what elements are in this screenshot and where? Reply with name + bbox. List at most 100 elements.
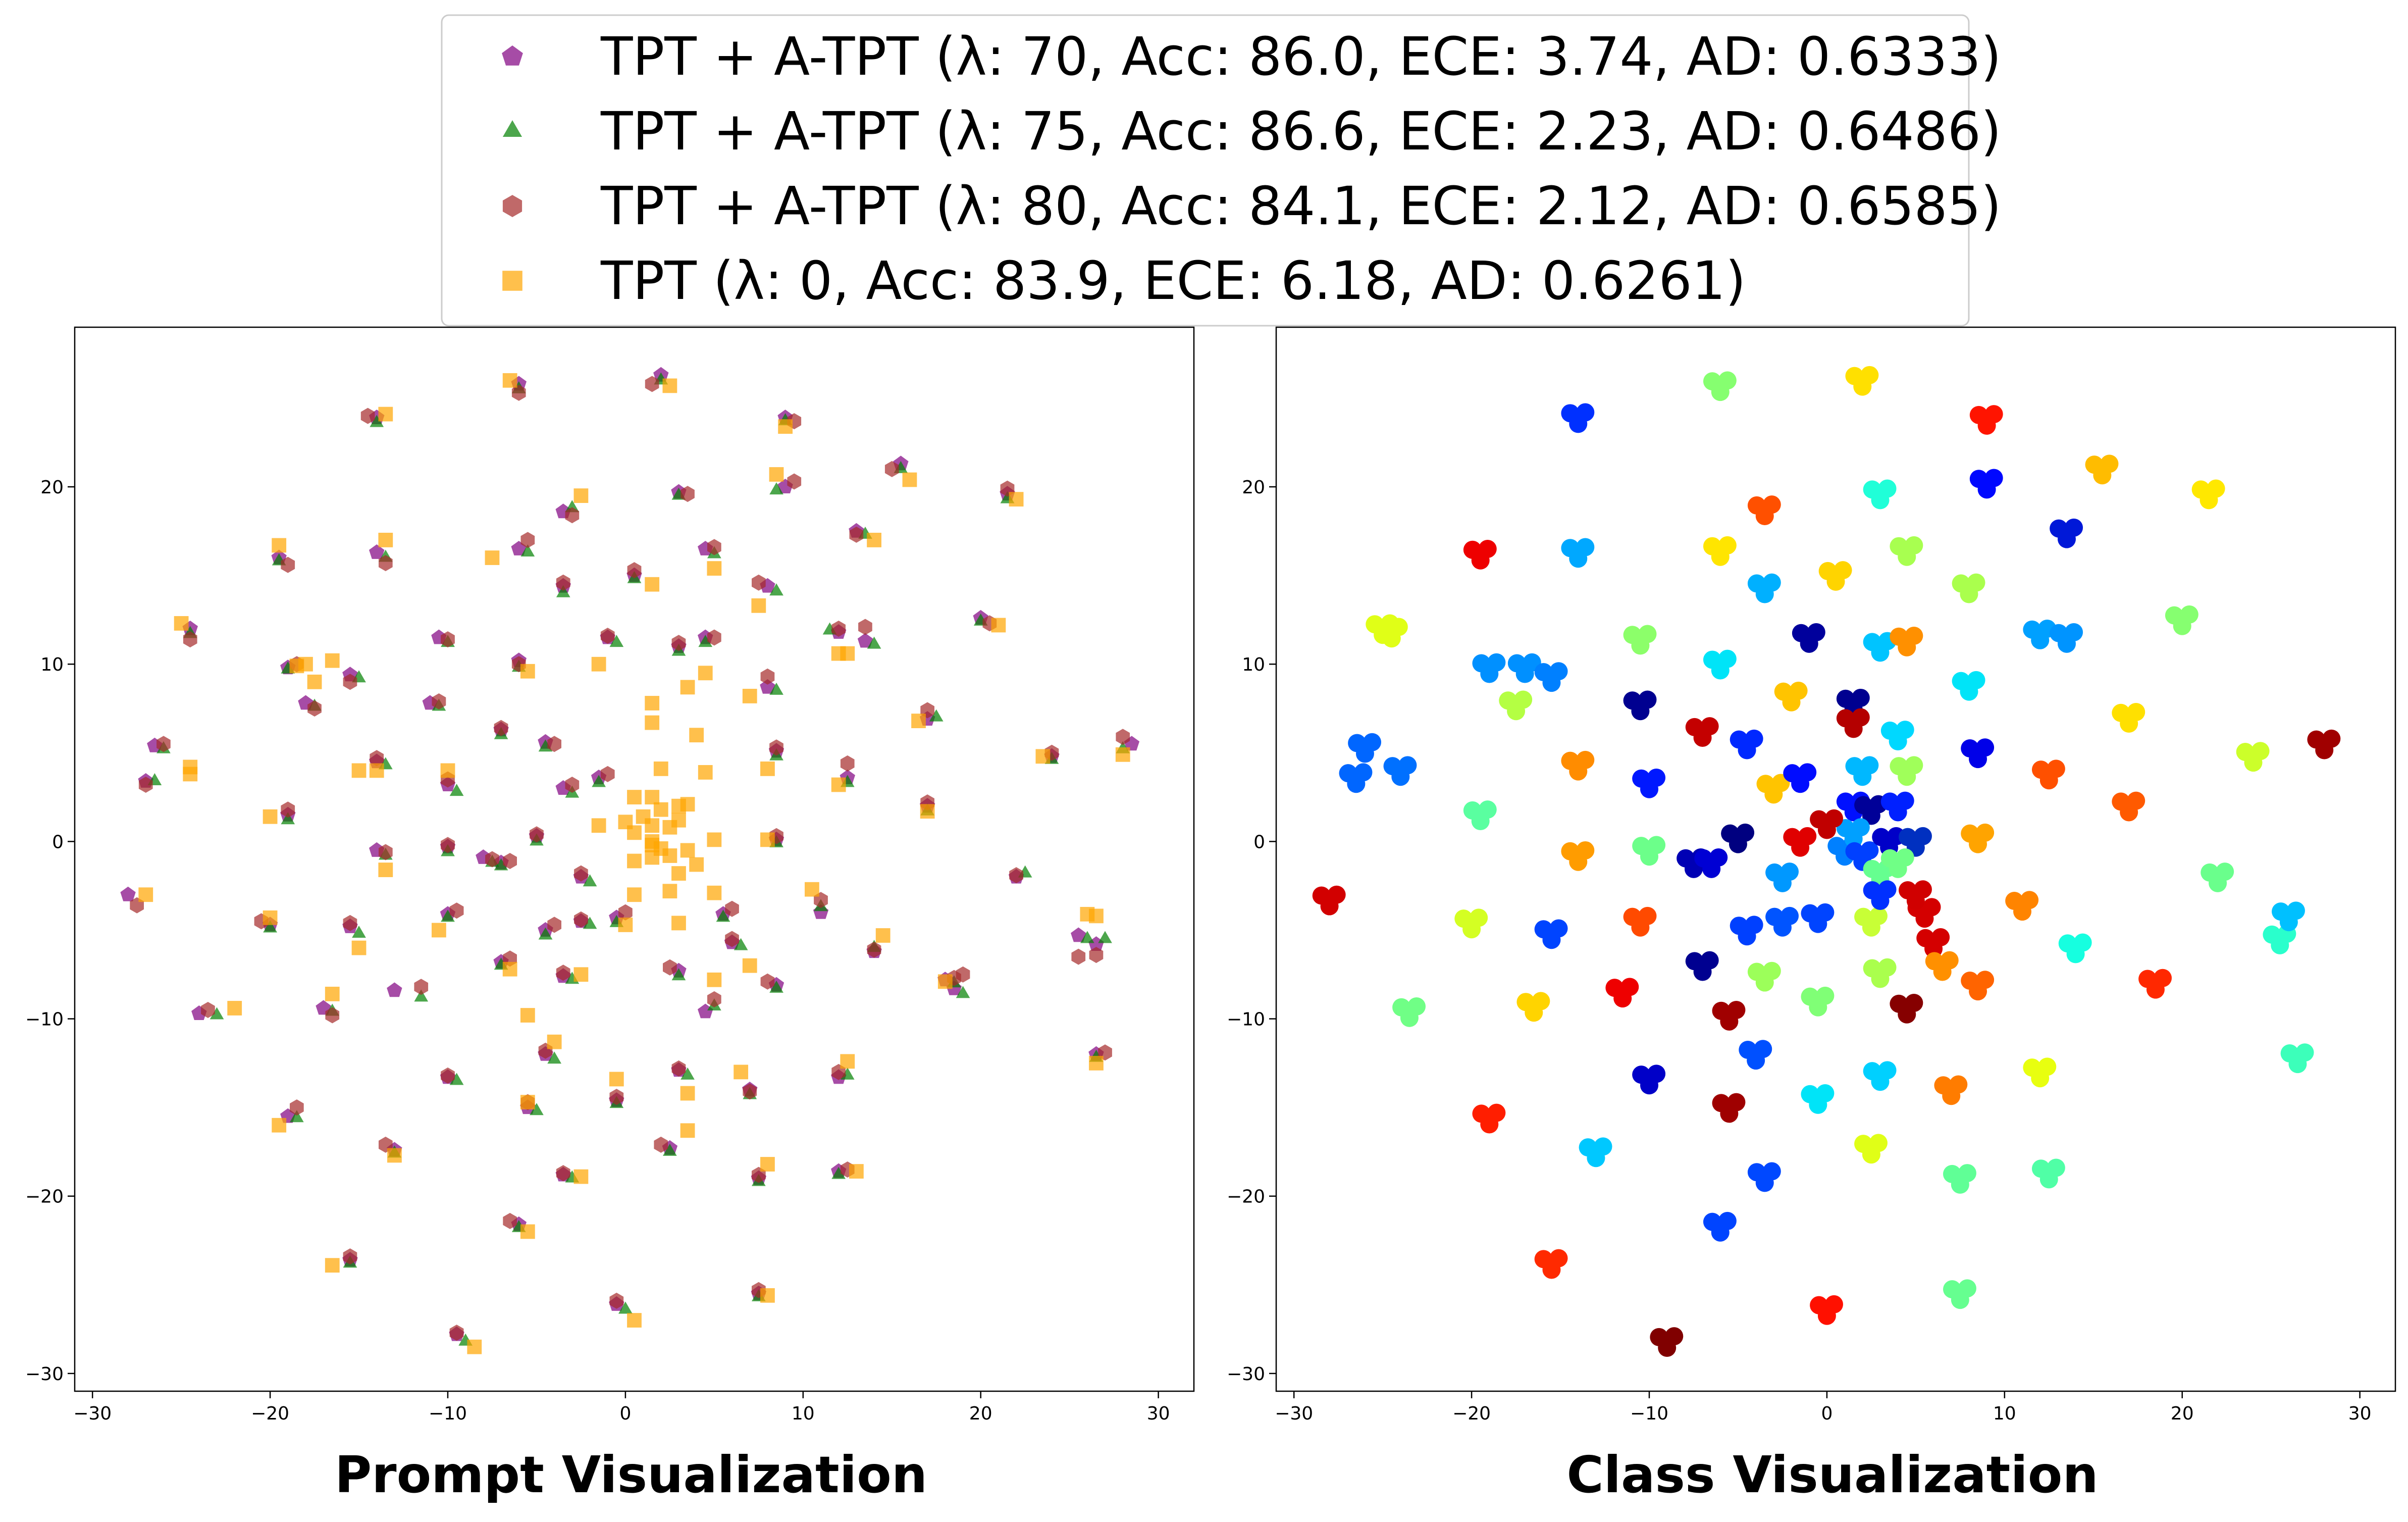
data-point bbox=[387, 982, 402, 997]
y-tick-label: −10 bbox=[1227, 1009, 1265, 1030]
class-cluster bbox=[2031, 759, 2065, 790]
data-point bbox=[325, 1007, 340, 1024]
data-point bbox=[1898, 1005, 1916, 1024]
data-point bbox=[325, 1258, 340, 1273]
y-tick-label: 20 bbox=[40, 477, 64, 498]
data-point bbox=[1969, 835, 1987, 853]
data-point bbox=[432, 923, 446, 938]
data-point bbox=[1853, 768, 1872, 786]
class-cluster bbox=[1730, 729, 1763, 759]
class-cluster bbox=[1783, 827, 1817, 857]
data-point bbox=[707, 832, 722, 847]
data-point bbox=[449, 784, 464, 796]
class-cluster bbox=[1721, 823, 1755, 853]
data-point bbox=[183, 767, 198, 782]
y-tick-label: 10 bbox=[1242, 654, 1265, 675]
data-point bbox=[707, 629, 721, 646]
data-point bbox=[937, 974, 953, 989]
data-point bbox=[867, 533, 881, 547]
data-point bbox=[592, 775, 606, 787]
legend-marker-square bbox=[502, 271, 522, 291]
data-point bbox=[760, 668, 775, 685]
data-point bbox=[1915, 909, 1934, 928]
x-tick-label: −30 bbox=[73, 1403, 112, 1424]
class-cluster bbox=[1801, 903, 1835, 933]
data-point bbox=[343, 1248, 357, 1265]
class-visualization-plot: −30 −20 −10 0 10 20 30 −30 −20 −10 0 10 20 bbox=[1227, 326, 2396, 1424]
data-point bbox=[840, 646, 855, 661]
data-point bbox=[547, 1034, 562, 1049]
y-tick-label: −30 bbox=[25, 1364, 64, 1385]
data-point bbox=[1347, 775, 1366, 793]
class-cluster bbox=[1463, 800, 1497, 830]
class-cluster bbox=[2112, 703, 2145, 733]
data-point bbox=[138, 887, 153, 902]
data-point bbox=[325, 653, 340, 668]
data-point bbox=[2120, 803, 2138, 822]
data-point bbox=[1640, 780, 1658, 798]
class-cluster bbox=[1623, 690, 1657, 721]
prompt-series-2 bbox=[130, 376, 1130, 1341]
class-cluster bbox=[1685, 717, 1719, 747]
data-point bbox=[520, 532, 535, 548]
data-point bbox=[698, 765, 713, 780]
data-point bbox=[2271, 936, 2289, 954]
data-point bbox=[1755, 1174, 1774, 1192]
data-point bbox=[441, 1067, 455, 1084]
data-point bbox=[663, 959, 677, 976]
data-point bbox=[1977, 416, 1996, 435]
data-point bbox=[858, 619, 872, 635]
class-points bbox=[1312, 366, 2341, 1357]
class-cluster bbox=[2023, 1057, 2057, 1088]
x-tick-label: −20 bbox=[1452, 1403, 1491, 1424]
data-point bbox=[1862, 806, 1880, 825]
data-point bbox=[2315, 741, 2334, 759]
data-point bbox=[556, 574, 570, 591]
data-point bbox=[645, 818, 660, 833]
data-point bbox=[503, 1212, 517, 1229]
data-point bbox=[1569, 415, 1588, 433]
data-point bbox=[831, 777, 846, 792]
data-point bbox=[1809, 998, 1827, 1017]
data-point bbox=[1977, 480, 1996, 499]
data-point bbox=[1320, 897, 1339, 916]
data-point bbox=[751, 598, 766, 613]
data-point bbox=[2039, 771, 2058, 790]
data-point bbox=[441, 909, 455, 922]
class-cluster bbox=[1472, 653, 1506, 683]
data-point bbox=[556, 1165, 570, 1182]
data-point bbox=[1862, 918, 1880, 937]
data-point bbox=[1969, 982, 1987, 1001]
data-point bbox=[857, 633, 873, 648]
data-point bbox=[1089, 908, 1104, 924]
data-point bbox=[272, 1118, 287, 1133]
data-point bbox=[609, 1072, 624, 1087]
data-point bbox=[1817, 821, 1836, 839]
data-point bbox=[1729, 835, 1747, 853]
data-point bbox=[627, 853, 642, 869]
data-point bbox=[618, 904, 633, 921]
class-cluster bbox=[1925, 951, 1959, 981]
prompt-visualization-title: Prompt Visualization bbox=[335, 1445, 927, 1504]
data-point bbox=[1889, 803, 1907, 822]
data-point bbox=[227, 1001, 242, 1016]
class-cluster bbox=[1623, 906, 1657, 937]
data-point bbox=[360, 408, 375, 424]
data-point bbox=[689, 857, 704, 872]
class-cluster bbox=[2058, 933, 2092, 963]
class-cluster bbox=[1516, 992, 1550, 1022]
data-point bbox=[2279, 913, 2298, 932]
data-point bbox=[290, 1099, 304, 1116]
data-point bbox=[1862, 1145, 1880, 1164]
class-cluster bbox=[1961, 823, 1995, 853]
data-point bbox=[743, 1083, 757, 1100]
class-cluster bbox=[1703, 536, 1737, 566]
data-point bbox=[1853, 377, 1872, 396]
data-point bbox=[1738, 927, 1756, 946]
data-point bbox=[2057, 530, 2076, 548]
data-point bbox=[174, 616, 189, 631]
data-point bbox=[760, 1157, 775, 1172]
class-cluster bbox=[1880, 791, 1914, 822]
data-point bbox=[1089, 947, 1104, 963]
data-point bbox=[627, 887, 642, 902]
